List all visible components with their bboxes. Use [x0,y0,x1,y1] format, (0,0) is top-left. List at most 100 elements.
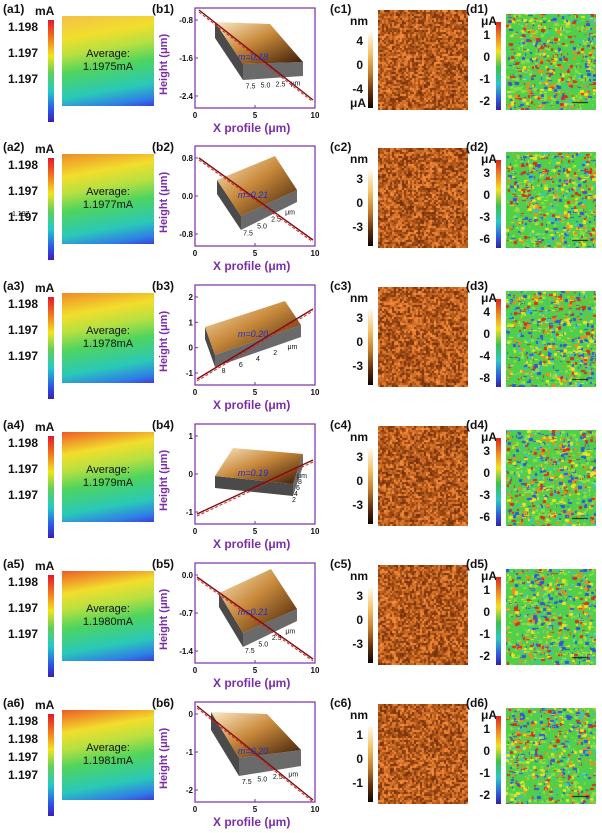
panel-c-label: (c6) [330,696,352,710]
panel-a-tick: 1.197 [8,46,39,60]
panel-c-colorbar [368,448,373,524]
panel-c-tick: -3 [352,498,363,512]
panel-d-colorbar [496,22,501,110]
surface-tick-label: 4 [294,491,298,498]
average-value: 1.1981mA [82,755,134,767]
panel-a-tick: 1.197 [8,750,39,764]
panel-c-label: (c3) [330,279,352,293]
panel-d-colorbar [496,438,501,526]
panel-c-unit-bottom: μA [350,96,367,110]
surface-tick-label: μm [287,344,297,351]
panel-d-unit: μA [481,14,498,28]
surface-tick-label: 7.5 [245,648,255,655]
y-tick-label: -1.4 [179,647,193,656]
linear-fit-line [196,310,314,382]
x-profile-axis-title: X profile (μm) [213,259,291,273]
panel-c-tick: 0 [356,335,363,349]
panel-b-plot: 7.5 5.0 2.5 μm m=0.18 -0.8 -1.6 -2.4 0 5 10 [175,2,325,122]
panel-c-tick: 3 [356,589,363,603]
panel-a-tick: 1.197 [8,488,39,502]
panel-a-unit: mA [35,420,55,434]
y-tick-label: -1 [186,508,194,517]
panel-d-tick: -1 [479,627,490,641]
y-tick-label: -0.8 [179,230,193,239]
average-value: 1.1978mA [82,338,134,350]
panel-b-plot: 2 4 6 8 μm m=0.19 1 0 -1 0 5 10 [175,418,325,538]
panel-a-label: (a1) [3,2,25,16]
panel-b-label: (b4) [152,418,174,432]
panel-a-unit: mA [35,4,55,18]
panel-d-tick: -6 [479,232,490,246]
panel-a-tick: 1.198 [8,158,39,172]
surface-tick-label: 7.5 [243,231,253,238]
panel-a-label: (a3) [3,279,25,293]
panel-a-tick: 1.197 [8,768,39,782]
surface-tick-label: 5.0 [261,83,271,90]
current-map [506,430,596,526]
x-profile-axis-title: X profile (μm) [213,676,291,690]
panel-c-unit: nm [350,152,368,166]
panel-a-tick: 1.197 [8,72,39,86]
panel-b-plot: 8 6 4 2 μm m=0.20 2 1 0 -1 0 5 10 [175,279,325,399]
x-tick-label: 0 [193,527,198,536]
panel-a-unit: mA [35,281,55,295]
surface-tick-label: 5.0 [258,641,268,648]
panel-a-tick: 1.197 [8,601,39,615]
panel-c-tick: 0 [356,752,363,766]
panel-c-tick: 0 [356,613,363,627]
average-label: Average: 1.1980mA [62,603,154,629]
panel-d-tick: -2 [479,649,490,663]
y-tick-label: -2 [186,786,194,795]
panel-c-colorbar [368,587,373,663]
panel-a-colorbar [48,714,54,816]
surface-top [205,301,301,355]
current-map [506,569,596,665]
panel-b-label: (b1) [152,2,174,16]
panel-d-tick: 4 [483,305,490,319]
x-tick-label: 0 [193,666,198,675]
panel-d-unit: μA [481,430,498,444]
average-label: Average: 1.1975mA [62,48,154,74]
panel-c-colorbar [368,309,373,385]
y-tick-label: -1 [186,748,194,757]
current-map [506,14,596,110]
y-tick-label: 0 [189,470,194,479]
linear-fit-line [196,461,314,517]
panel-c-tick: -1 [352,776,363,790]
surface-side [205,327,215,367]
average-value: 1.1977mA [82,199,134,211]
surface-side [239,750,301,776]
surface-tick-label: 7.5 [246,84,256,91]
height-profile-line [196,576,314,660]
afm-topography-map [378,426,468,526]
panel-c-tick: -3 [352,637,363,651]
figure-row-6: (a6) mA 1.198 1.198 1.197 1.197 Average: 1.1981… [0,694,602,833]
x-tick-label: 5 [253,388,258,397]
surface-top [217,156,297,216]
y-tick-label: -0.8 [179,16,193,25]
panel-d-tick: -1 [479,72,490,86]
linear-fit-line [198,11,314,103]
slope-annotation: m=0.21 [238,190,268,200]
afm-topography-map [378,10,468,110]
x-tick-label: 5 [253,805,258,814]
panel-b-label: (b2) [152,140,174,154]
surface-tick-label: 2 [273,350,277,357]
panel-c-label: (c2) [330,140,352,154]
height-profile-plot: 7.5 5.0 2.5 μm m=0.18 -0.8 -1.6 -2.4 0 5 10 [179,7,320,120]
panel-c-unit: nm [350,14,368,28]
x-tick-label: 10 [311,249,320,258]
surface-side [293,454,303,496]
surface-tick-label: 5.0 [257,776,267,783]
panel-a-tick: 1.198 [8,436,39,450]
panel-a-tick: 1.197 [8,323,39,337]
panel-d-tick: -1 [479,766,490,780]
average-caption: Average: [86,464,130,476]
current-map [506,708,596,804]
panel-d-label: (d6) [466,696,488,710]
panel-c-tick: 0 [356,474,363,488]
panel-b-plot: 7.5 5.0 2.5 μm m=0.21 0.0 -0.7 -1.4 0 5 10 [175,557,325,677]
afm-topography-map [378,287,468,387]
